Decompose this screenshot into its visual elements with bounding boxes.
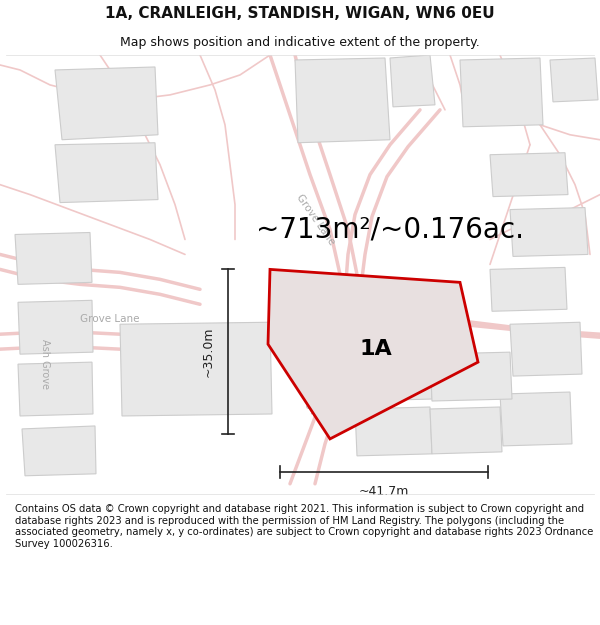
- Polygon shape: [18, 300, 93, 354]
- Polygon shape: [490, 152, 568, 197]
- Text: Contains OS data © Crown copyright and database right 2021. This information is : Contains OS data © Crown copyright and d…: [15, 504, 593, 549]
- Polygon shape: [268, 269, 478, 439]
- Polygon shape: [55, 67, 158, 140]
- Polygon shape: [510, 208, 588, 256]
- Text: Map shows position and indicative extent of the property.: Map shows position and indicative extent…: [120, 36, 480, 49]
- Text: 1A, CRANLEIGH, STANDISH, WIGAN, WN6 0EU: 1A, CRANLEIGH, STANDISH, WIGAN, WN6 0EU: [105, 6, 495, 21]
- Text: 1A: 1A: [360, 339, 392, 359]
- Polygon shape: [55, 142, 158, 202]
- Text: ~713m²/~0.176ac.: ~713m²/~0.176ac.: [256, 216, 524, 244]
- Polygon shape: [550, 58, 598, 102]
- Polygon shape: [460, 58, 543, 127]
- Polygon shape: [355, 407, 432, 456]
- Polygon shape: [18, 362, 93, 416]
- Polygon shape: [295, 58, 390, 142]
- Polygon shape: [355, 352, 432, 401]
- Polygon shape: [430, 407, 502, 454]
- Text: Grove Lane: Grove Lane: [80, 314, 140, 324]
- Text: ~35.0m: ~35.0m: [202, 326, 215, 377]
- Text: ~41.7m: ~41.7m: [359, 485, 409, 498]
- Text: Cranleigh: Cranleigh: [293, 372, 317, 416]
- Polygon shape: [510, 322, 582, 376]
- Polygon shape: [490, 268, 567, 311]
- Text: Ash Grove: Ash Grove: [40, 339, 50, 389]
- Polygon shape: [120, 322, 272, 416]
- Text: Grove Lane: Grove Lane: [295, 192, 337, 247]
- Polygon shape: [500, 392, 572, 446]
- Polygon shape: [22, 426, 96, 476]
- Polygon shape: [430, 352, 512, 401]
- Polygon shape: [390, 55, 435, 107]
- Polygon shape: [15, 232, 92, 284]
